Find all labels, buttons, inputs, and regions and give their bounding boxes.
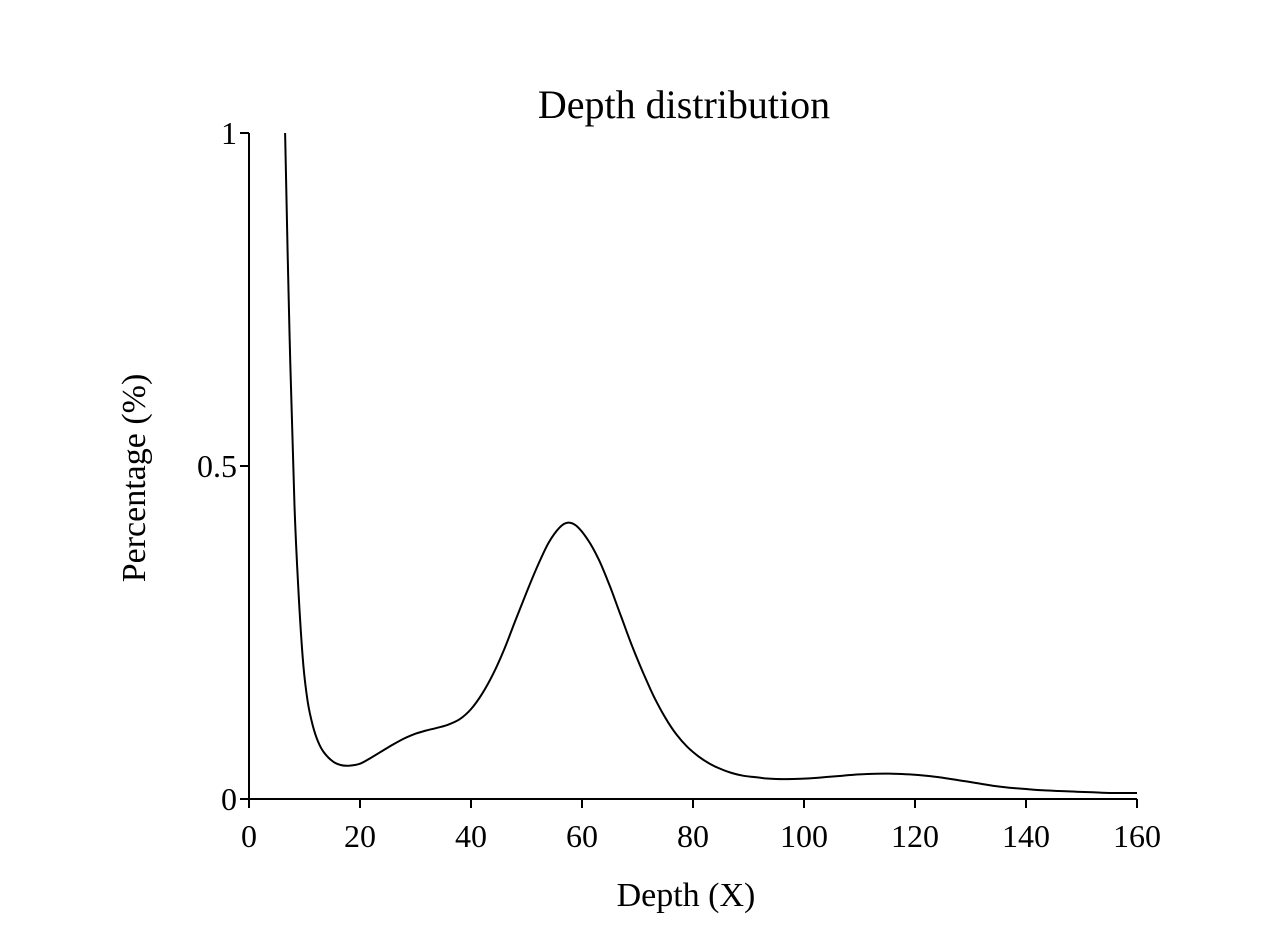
y-axis-ticks: 00.51 [197,115,249,817]
x-tick-label: 140 [1002,818,1050,854]
x-tick-label: 60 [566,818,598,854]
x-tick-label: 40 [455,818,487,854]
x-tick-label: 0 [241,818,257,854]
x-tick-label: 160 [1113,818,1161,854]
y-tick-label: 0.5 [197,448,237,484]
chart-title: Depth distribution [538,82,830,127]
x-tick-label: 80 [677,818,709,854]
x-tick-label: 100 [780,818,828,854]
x-tick-label: 20 [344,818,376,854]
x-axis-label: Depth (X) [617,877,756,914]
x-tick-label: 120 [891,818,939,854]
series-line [284,132,1137,795]
y-axis-label: Percentage (%) [116,374,153,583]
y-tick-label: 1 [221,115,237,151]
y-tick-label: 0 [221,781,237,817]
plot-area: 0 20 40 60 80 100 120 140 160 00.51 [197,115,1161,854]
series-group [284,132,1137,795]
x-axis-ticks: 0 20 40 60 80 100 120 140 160 [241,799,1161,854]
